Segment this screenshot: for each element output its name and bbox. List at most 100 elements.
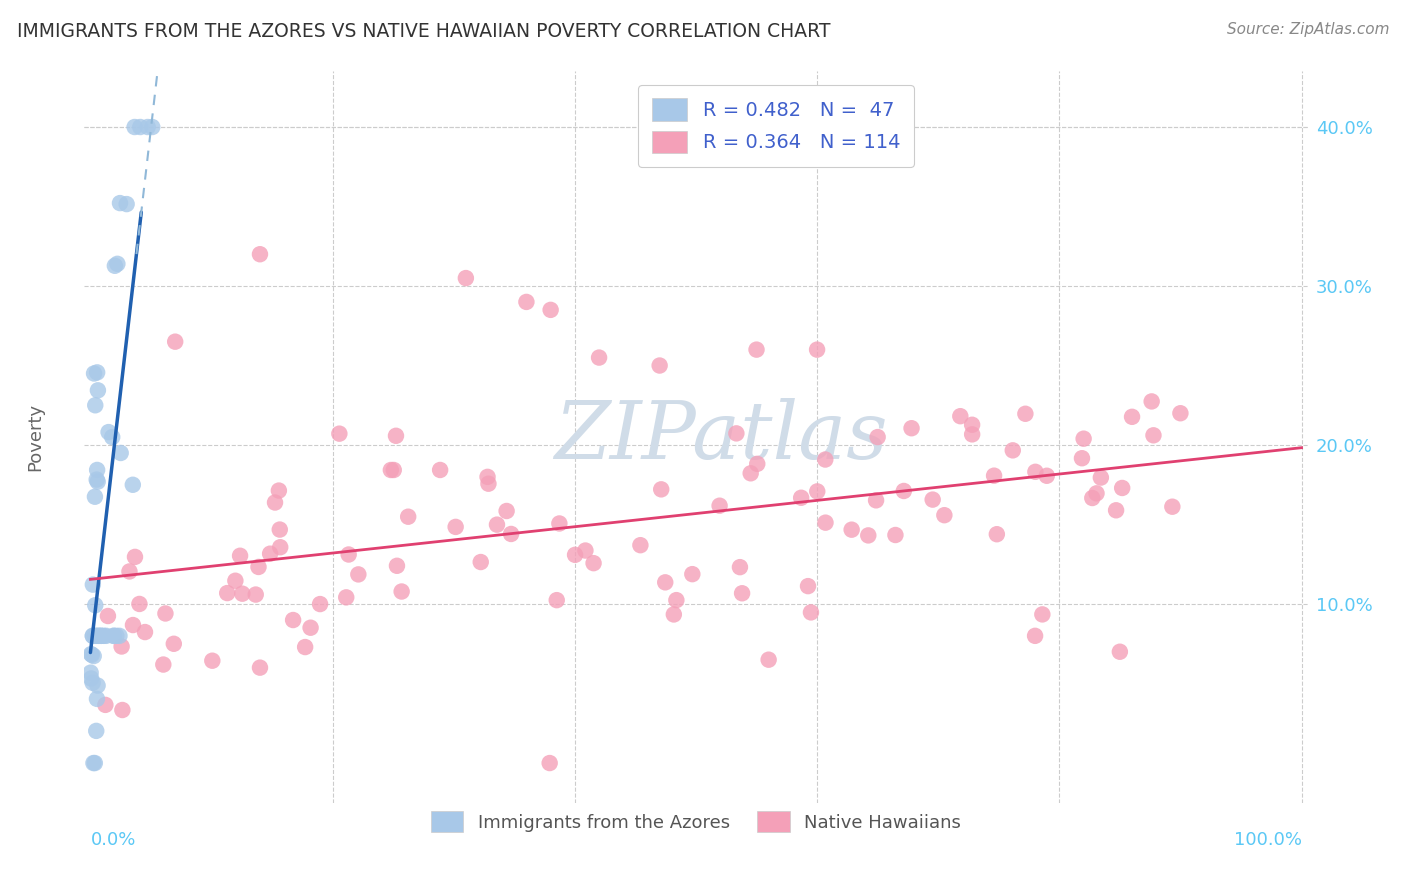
Point: [165, 334, 187, 349]
Text: Poverty: Poverty: [27, 403, 45, 471]
Point: [269, 523, 291, 537]
Point: [264, 495, 287, 509]
Point: [108, 196, 131, 211]
Text: IMMIGRANTS FROM THE AZORES VS NATIVE HAWAIIAN POVERTY CORRELATION CHART: IMMIGRANTS FROM THE AZORES VS NATIVE HAW…: [17, 22, 831, 41]
Point: [80, 672, 103, 686]
Point: [94, 698, 117, 712]
Point: [1085, 486, 1108, 500]
Point: [538, 756, 561, 770]
Text: 0.0%: 0.0%: [90, 831, 136, 849]
Point: [101, 430, 124, 444]
Point: [118, 565, 141, 579]
Point: [134, 625, 156, 640]
Point: [103, 629, 125, 643]
Point: [866, 430, 889, 444]
Point: [82, 629, 104, 643]
Point: [485, 517, 508, 532]
Point: [90, 629, 112, 643]
Point: [86, 463, 108, 477]
Point: [983, 468, 1005, 483]
Point: [309, 597, 332, 611]
Point: [546, 593, 568, 607]
Point: [224, 574, 246, 588]
Point: [814, 516, 837, 530]
Point: [83, 648, 105, 663]
Point: [93, 629, 115, 643]
Point: [245, 588, 267, 602]
Point: [110, 640, 132, 654]
Point: [299, 621, 322, 635]
Point: [231, 587, 253, 601]
Point: [454, 271, 477, 285]
Point: [79, 665, 101, 680]
Point: [337, 548, 360, 562]
Point: [80, 647, 103, 661]
Point: [588, 351, 610, 365]
Point: [1024, 465, 1046, 479]
Point: [731, 586, 754, 600]
Point: [650, 483, 672, 497]
Point: [797, 579, 820, 593]
Point: [86, 475, 108, 489]
Point: [382, 463, 405, 477]
Point: [82, 577, 104, 591]
Point: [281, 613, 304, 627]
Point: [129, 120, 152, 134]
Point: [229, 549, 252, 563]
Point: [665, 593, 688, 607]
Point: [201, 654, 224, 668]
Point: [111, 703, 134, 717]
Point: [347, 567, 370, 582]
Point: [105, 629, 128, 643]
Point: [103, 629, 125, 643]
Point: [1081, 491, 1104, 505]
Point: [884, 528, 907, 542]
Point: [1031, 607, 1053, 622]
Point: [87, 629, 110, 643]
Point: [470, 555, 492, 569]
Point: [249, 247, 271, 261]
Point: [82, 756, 104, 770]
Text: Source: ZipAtlas.com: Source: ZipAtlas.com: [1226, 22, 1389, 37]
Point: [155, 607, 177, 621]
Point: [1108, 645, 1130, 659]
Point: [960, 427, 983, 442]
Point: [477, 476, 499, 491]
Point: [267, 483, 290, 498]
Point: [108, 629, 131, 643]
Point: [141, 120, 163, 134]
Point: [900, 421, 922, 435]
Point: [335, 591, 357, 605]
Point: [564, 548, 586, 562]
Point: [1090, 470, 1112, 484]
Point: [806, 343, 828, 357]
Point: [1024, 629, 1046, 643]
Point: [247, 560, 270, 574]
Point: [259, 547, 281, 561]
Point: [84, 723, 107, 738]
Point: [628, 538, 651, 552]
Point: [110, 446, 132, 460]
Point: [495, 504, 517, 518]
Point: [89, 629, 111, 643]
Point: [84, 490, 107, 504]
Point: [515, 294, 537, 309]
Point: [84, 599, 107, 613]
Point: [97, 425, 120, 439]
Point: [574, 543, 596, 558]
Point: [728, 560, 751, 574]
Point: [97, 609, 120, 624]
Point: [122, 618, 145, 632]
Point: [709, 499, 731, 513]
Point: [1105, 503, 1128, 517]
Point: [986, 527, 1008, 541]
Point: [806, 484, 828, 499]
Point: [790, 491, 813, 505]
Legend: Immigrants from the Azores, Native Hawaiians: Immigrants from the Azores, Native Hawai…: [422, 803, 970, 841]
Point: [800, 606, 823, 620]
Point: [96, 629, 118, 643]
Point: [540, 302, 562, 317]
Point: [1073, 432, 1095, 446]
Point: [115, 197, 138, 211]
Point: [391, 584, 413, 599]
